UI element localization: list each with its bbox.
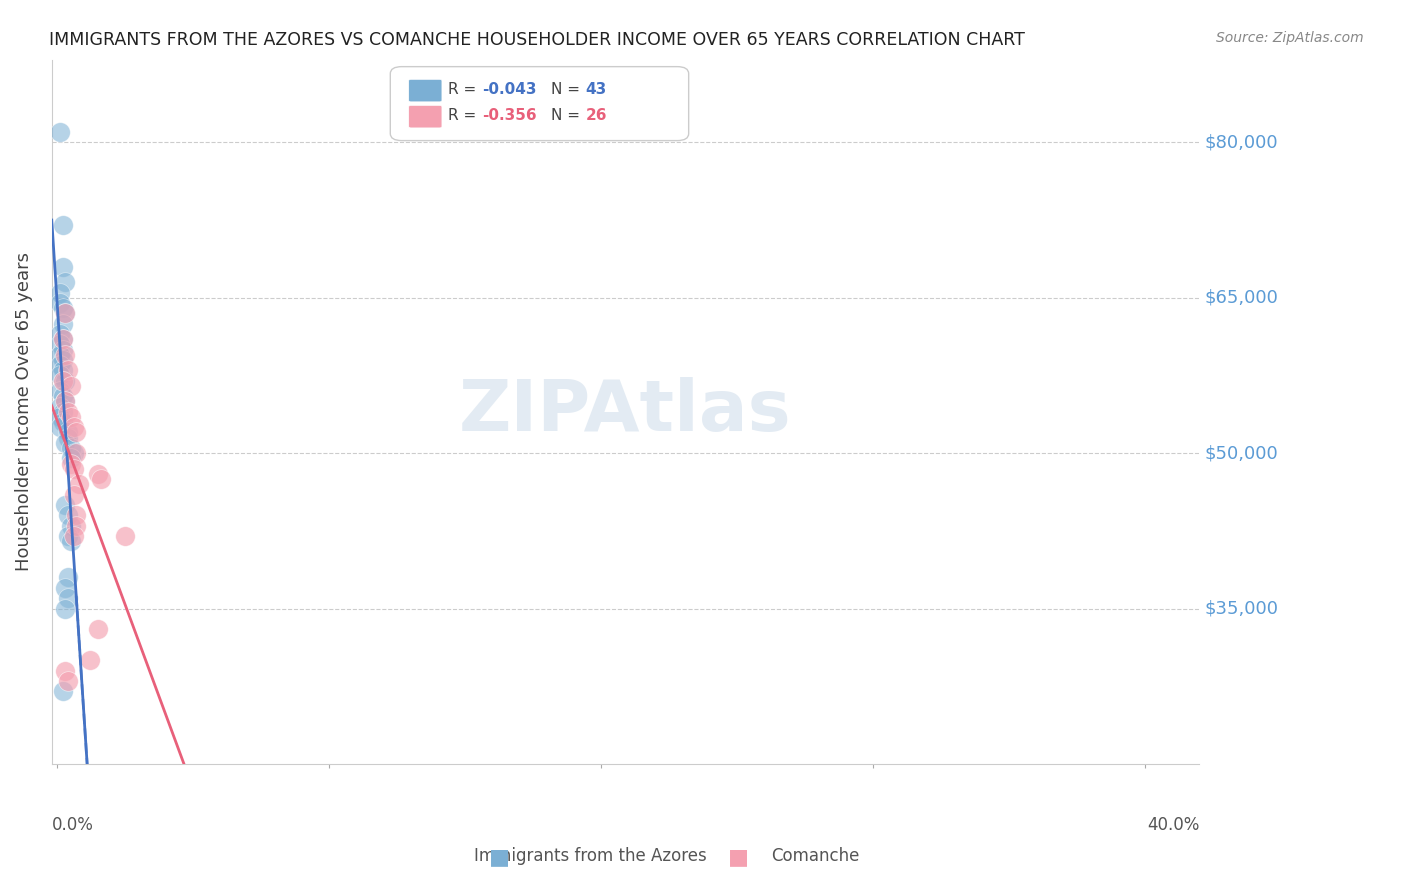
Point [62, 461, 84, 475]
FancyBboxPatch shape [409, 79, 441, 102]
Point [53, 306, 76, 320]
Point [59, 534, 82, 549]
Point [56, 425, 79, 440]
Point [52, 332, 75, 346]
Point [52, 260, 75, 274]
Point [52, 301, 75, 315]
Text: $65,000: $65,000 [1205, 289, 1278, 307]
Text: Immigrants from the Azores: Immigrants from the Azores [474, 847, 707, 865]
Point [59, 379, 82, 393]
Point [49, 384, 72, 398]
Point [49, 296, 72, 310]
Point [56, 405, 79, 419]
FancyBboxPatch shape [391, 67, 689, 141]
Point [65, 518, 87, 533]
Point [52, 415, 75, 429]
Point [62, 529, 84, 543]
Text: R =: R = [447, 82, 481, 97]
Point [52, 343, 75, 357]
Text: N =: N = [551, 109, 585, 123]
Point [56, 529, 79, 543]
Point [65, 425, 87, 440]
Point [52, 219, 75, 233]
Point [52, 374, 75, 388]
Point [59, 518, 82, 533]
Point [53, 348, 76, 362]
Text: $80,000: $80,000 [1205, 134, 1278, 152]
Point [56, 673, 79, 688]
Point [53, 581, 76, 595]
Point [52, 353, 75, 368]
Point [56, 363, 79, 377]
Point [56, 431, 79, 445]
Point [49, 358, 72, 372]
Point [53, 601, 76, 615]
Text: 26: 26 [585, 109, 607, 123]
Point [49, 420, 72, 434]
Point [49, 400, 72, 414]
Text: ■: ■ [728, 847, 748, 867]
Point [59, 457, 82, 471]
Text: ■: ■ [489, 847, 509, 867]
Text: $35,000: $35,000 [1205, 599, 1279, 617]
Point [52, 684, 75, 698]
Point [53, 435, 76, 450]
Text: IMMIGRANTS FROM THE AZORES VS COMANCHE HOUSEHOLDER INCOME OVER 65 YEARS CORRELAT: IMMIGRANTS FROM THE AZORES VS COMANCHE H… [49, 31, 1025, 49]
Point [53, 306, 76, 320]
Text: Source: ZipAtlas.com: Source: ZipAtlas.com [1216, 31, 1364, 45]
Point [52, 317, 75, 331]
Point [62, 420, 84, 434]
Point [49, 285, 72, 300]
Text: -0.043: -0.043 [482, 82, 537, 97]
Point [53, 394, 76, 409]
Text: 43: 43 [585, 82, 606, 97]
FancyBboxPatch shape [409, 105, 441, 128]
Point [53, 498, 76, 512]
Point [62, 446, 84, 460]
Point [59, 409, 82, 424]
Point [49, 368, 72, 383]
Text: -0.356: -0.356 [482, 109, 537, 123]
Point [52, 405, 75, 419]
Point [53, 394, 76, 409]
Point [114, 529, 136, 543]
Point [56, 591, 79, 606]
Text: N =: N = [551, 82, 585, 97]
Point [52, 332, 75, 346]
Point [49, 327, 72, 342]
Point [53, 664, 76, 678]
Point [49, 125, 72, 139]
Point [62, 487, 84, 501]
Point [49, 337, 72, 351]
Point [49, 348, 72, 362]
Point [53, 374, 76, 388]
Point [52, 389, 75, 403]
Y-axis label: Householder Income Over 65 years: Householder Income Over 65 years [15, 252, 32, 571]
Point [49, 409, 72, 424]
Point [59, 441, 82, 455]
Point [87, 467, 110, 481]
Point [65, 508, 87, 523]
Point [79, 653, 101, 667]
Point [52, 363, 75, 377]
Point [67, 477, 90, 491]
Text: R =: R = [447, 109, 481, 123]
Text: Comanche: Comanche [772, 847, 859, 865]
Text: $50,000: $50,000 [1205, 444, 1278, 462]
Point [56, 570, 79, 584]
Point [90, 472, 112, 486]
Point [59, 451, 82, 466]
Text: ZIPAtlas: ZIPAtlas [460, 377, 792, 446]
Text: 0.0%: 0.0% [52, 815, 94, 834]
Point [87, 622, 110, 636]
Text: 40.0%: 40.0% [1147, 815, 1199, 834]
Point [65, 446, 87, 460]
Point [56, 508, 79, 523]
Point [53, 275, 76, 289]
